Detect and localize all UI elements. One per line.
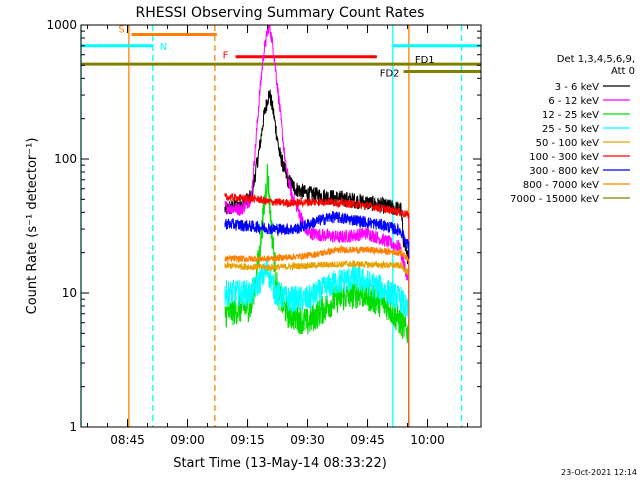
flag-label: F bbox=[223, 51, 229, 62]
x-tick-label: 08:45 bbox=[110, 433, 145, 447]
y-axis: 1 10 100 1000 bbox=[46, 18, 481, 434]
y-tick-label: 1 bbox=[69, 420, 77, 434]
flag-bars: S N F FD1 FD2 bbox=[81, 24, 481, 79]
x-tick-label: 10:00 bbox=[410, 433, 445, 447]
timestamp: 23-Oct-2021 12:14 bbox=[561, 468, 637, 477]
x-tick-label: 09:30 bbox=[290, 433, 325, 447]
series-line bbox=[224, 210, 410, 427]
legend-label: 100 - 300 keV bbox=[529, 152, 599, 163]
flag-label: N bbox=[160, 42, 167, 53]
chart-title: RHESSI Observing Summary Count Rates bbox=[136, 5, 425, 21]
series-line bbox=[224, 192, 410, 427]
legend-label: 300 - 800 keV bbox=[529, 166, 599, 177]
series-line bbox=[224, 244, 410, 427]
x-axis: 08:45 09:00 09:15 09:30 09:45 10:00 bbox=[87, 25, 469, 447]
y-tick-label: 100 bbox=[54, 152, 77, 166]
x-tick-label: 09:00 bbox=[170, 433, 205, 447]
y-tick-label: 1000 bbox=[46, 18, 77, 32]
x-tick-label: 09:45 bbox=[350, 433, 385, 447]
series-lines bbox=[224, 24, 410, 427]
legend-label: 50 - 100 keV bbox=[536, 138, 600, 149]
legend-header: Det 1,3,4,5,6,9, bbox=[557, 54, 635, 65]
flag-label: FD2 bbox=[380, 68, 400, 79]
x-tick-label: 09:15 bbox=[230, 433, 265, 447]
legend-label: 3 - 6 keV bbox=[555, 82, 599, 93]
series-line bbox=[224, 24, 410, 427]
plot-frame bbox=[80, 24, 482, 428]
legend-label: 800 - 7000 keV bbox=[523, 180, 599, 191]
legend: Det 1,3,4,5,6,9,Att 0 3 - 6 keV 6 - 12 keV… bbox=[510, 54, 635, 205]
y-tick-label: 10 bbox=[62, 286, 77, 300]
series-line bbox=[224, 259, 410, 427]
legend-label: 7000 - 15000 keV bbox=[510, 194, 599, 205]
x-axis-label: Start Time (13-May-14 08:33:22) bbox=[173, 456, 387, 471]
flag-label: S bbox=[118, 24, 124, 35]
legend-header: Att 0 bbox=[611, 66, 635, 77]
y-axis-label: Count Rate (s⁻¹ detector⁻¹) bbox=[25, 138, 40, 315]
legend-label: 6 - 12 keV bbox=[548, 96, 599, 107]
legend-label: 25 - 50 keV bbox=[542, 124, 599, 135]
flag-label: FD1 bbox=[415, 55, 435, 66]
legend-label: 12 - 25 keV bbox=[542, 110, 599, 121]
series-line bbox=[224, 258, 410, 427]
